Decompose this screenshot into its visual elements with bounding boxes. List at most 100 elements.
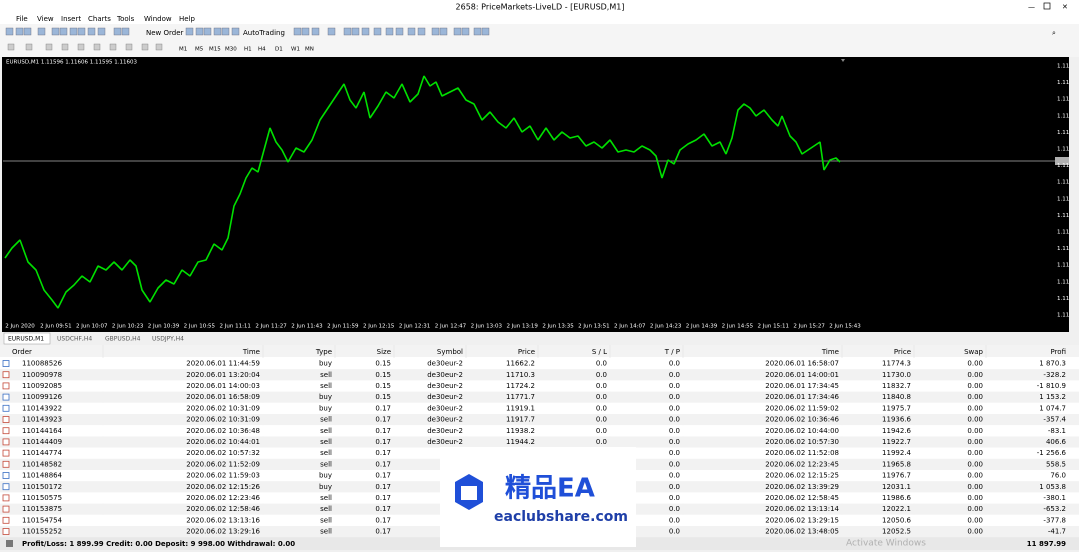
toolbar-icon[interactable]	[195, 27, 204, 36]
time-label: 2 Jun 13:51	[578, 324, 609, 330]
table-cell: sell	[320, 427, 332, 435]
column-header[interactable]: Order	[12, 348, 32, 356]
toolbar-icon[interactable]	[351, 27, 360, 36]
toolbar-icon[interactable]	[87, 27, 96, 36]
column-header[interactable]: Swap	[964, 348, 983, 356]
new-order-button[interactable]: New Order	[146, 29, 184, 37]
close[interactable]: ✕	[1062, 3, 1068, 11]
toolbar-icon[interactable]	[343, 27, 352, 36]
toolbar-icon[interactable]	[113, 27, 122, 36]
table-cell: 2020.06.02 12:15:25	[765, 472, 839, 480]
toolbar-icon[interactable]	[51, 27, 60, 36]
toolbar-icon[interactable]	[69, 27, 78, 36]
table-cell: 11730.0	[882, 371, 911, 379]
menu-item[interactable]: Insert	[61, 15, 81, 23]
toolbar-icon[interactable]	[45, 43, 53, 51]
column-header[interactable]: Price	[518, 348, 535, 356]
toolbar-icon[interactable]	[439, 27, 448, 36]
toolbar-icon[interactable]	[155, 43, 163, 51]
toolbar-icon[interactable]	[185, 27, 194, 36]
toolbar-icon[interactable]	[417, 27, 426, 36]
table-cell: 2020.06.01 11:44:59	[186, 360, 260, 368]
price-label: 1.11	[1057, 230, 1069, 236]
time-label: 2 Jun 11:11	[219, 324, 250, 330]
menu-item[interactable]: Window	[144, 15, 172, 23]
search-icon[interactable]: ⌕	[1052, 29, 1056, 37]
toolbar-icon[interactable]	[481, 27, 490, 36]
toolbar-icon[interactable]	[77, 43, 85, 51]
toolbar-icon[interactable]	[231, 27, 240, 36]
toolbar-icon[interactable]	[395, 27, 404, 36]
toolbar-icon[interactable]	[141, 43, 149, 51]
column-header[interactable]: Time	[242, 348, 260, 356]
toolbar-icon[interactable]	[125, 43, 133, 51]
toolbar-icon[interactable]	[7, 43, 15, 51]
timeframe-button[interactable]: H4	[258, 47, 266, 53]
toolbar-icon[interactable]	[97, 27, 106, 36]
timeframe-button[interactable]: M1	[179, 47, 187, 53]
toolbar-icon[interactable]	[385, 27, 394, 36]
toolbar-icon[interactable]	[93, 43, 101, 51]
toolbar-icon[interactable]	[59, 27, 68, 36]
toolbar-icon[interactable]	[61, 43, 69, 51]
chart-tab[interactable]: GBPUSD,H4	[105, 336, 141, 343]
column-header[interactable]: Size	[377, 348, 391, 356]
menu-item[interactable]: View	[37, 15, 54, 23]
toolbar-icon[interactable]	[453, 27, 462, 36]
chart-tab[interactable]: USDCHF,H4	[57, 336, 92, 343]
table-cell: 11774.3	[882, 360, 911, 368]
toolbar-icon[interactable]	[203, 27, 212, 36]
toolbar-icon[interactable]	[15, 27, 24, 36]
toolbar-icon[interactable]	[23, 27, 32, 36]
price-label: 1.11	[1057, 246, 1069, 252]
toolbar-icon[interactable]	[311, 27, 320, 36]
chart-tab[interactable]: EURUSD,M1	[8, 336, 44, 343]
order-icon	[2, 371, 10, 379]
price-line	[4, 75, 841, 309]
timeframe-button[interactable]: M15	[209, 47, 221, 53]
minimize[interactable]: —	[1028, 3, 1035, 11]
column-header[interactable]: T / P	[664, 348, 680, 356]
menu-item[interactable]: Charts	[88, 15, 111, 23]
column-header[interactable]: Type	[315, 348, 332, 356]
column-header[interactable]: Time	[821, 348, 839, 356]
timeframe-button[interactable]: M30	[225, 47, 237, 53]
toolbar-icon[interactable]	[121, 27, 130, 36]
table-cell: 0.0	[669, 404, 680, 412]
chart-tab[interactable]: USDJPY,H4	[152, 336, 184, 343]
timeframe-button[interactable]: MN	[305, 47, 314, 53]
timeframe-button[interactable]: W1	[291, 47, 300, 53]
autotrading-button[interactable]: AutoTrading	[243, 29, 285, 37]
bid-box	[1055, 157, 1069, 165]
toolbar-icon[interactable]	[25, 43, 33, 51]
table-cell: -1 256.6	[1037, 449, 1067, 457]
toolbar-icon[interactable]	[373, 27, 382, 36]
menu-item[interactable]: Tools	[116, 15, 135, 23]
maximize[interactable]	[1043, 2, 1051, 10]
toolbar-icon[interactable]	[109, 43, 117, 51]
column-header[interactable]: Price	[894, 348, 911, 356]
column-header[interactable]: Symbol	[437, 348, 463, 356]
toolbar-icon[interactable]	[37, 27, 46, 36]
toolbar-icon[interactable]	[407, 27, 416, 36]
column-header[interactable]: S / L	[592, 348, 607, 356]
timeframe-button[interactable]: D1	[275, 47, 283, 53]
column-header[interactable]: Profi	[1050, 348, 1066, 356]
toolbar-icon[interactable]	[361, 27, 370, 36]
toolbar-icon[interactable]	[327, 27, 336, 36]
toolbar-icon[interactable]	[431, 27, 440, 36]
timeframe-button[interactable]: M5	[195, 47, 204, 53]
menu-item[interactable]: File	[16, 15, 28, 23]
toolbar-icon[interactable]	[221, 27, 230, 36]
toolbar-icon[interactable]	[301, 27, 310, 36]
toolbar-icon[interactable]	[293, 27, 302, 36]
table-cell: -1 810.9	[1037, 382, 1066, 390]
toolbar-icon[interactable]	[5, 27, 14, 36]
price-label: 1.11	[1057, 130, 1069, 136]
toolbar-icon[interactable]	[461, 27, 470, 36]
menu-item[interactable]: Help	[179, 15, 196, 23]
toolbar-icon[interactable]	[473, 27, 482, 36]
toolbar-icon[interactable]	[213, 27, 222, 36]
toolbar-icon[interactable]	[77, 27, 86, 36]
timeframe-button[interactable]: H1	[244, 47, 252, 53]
